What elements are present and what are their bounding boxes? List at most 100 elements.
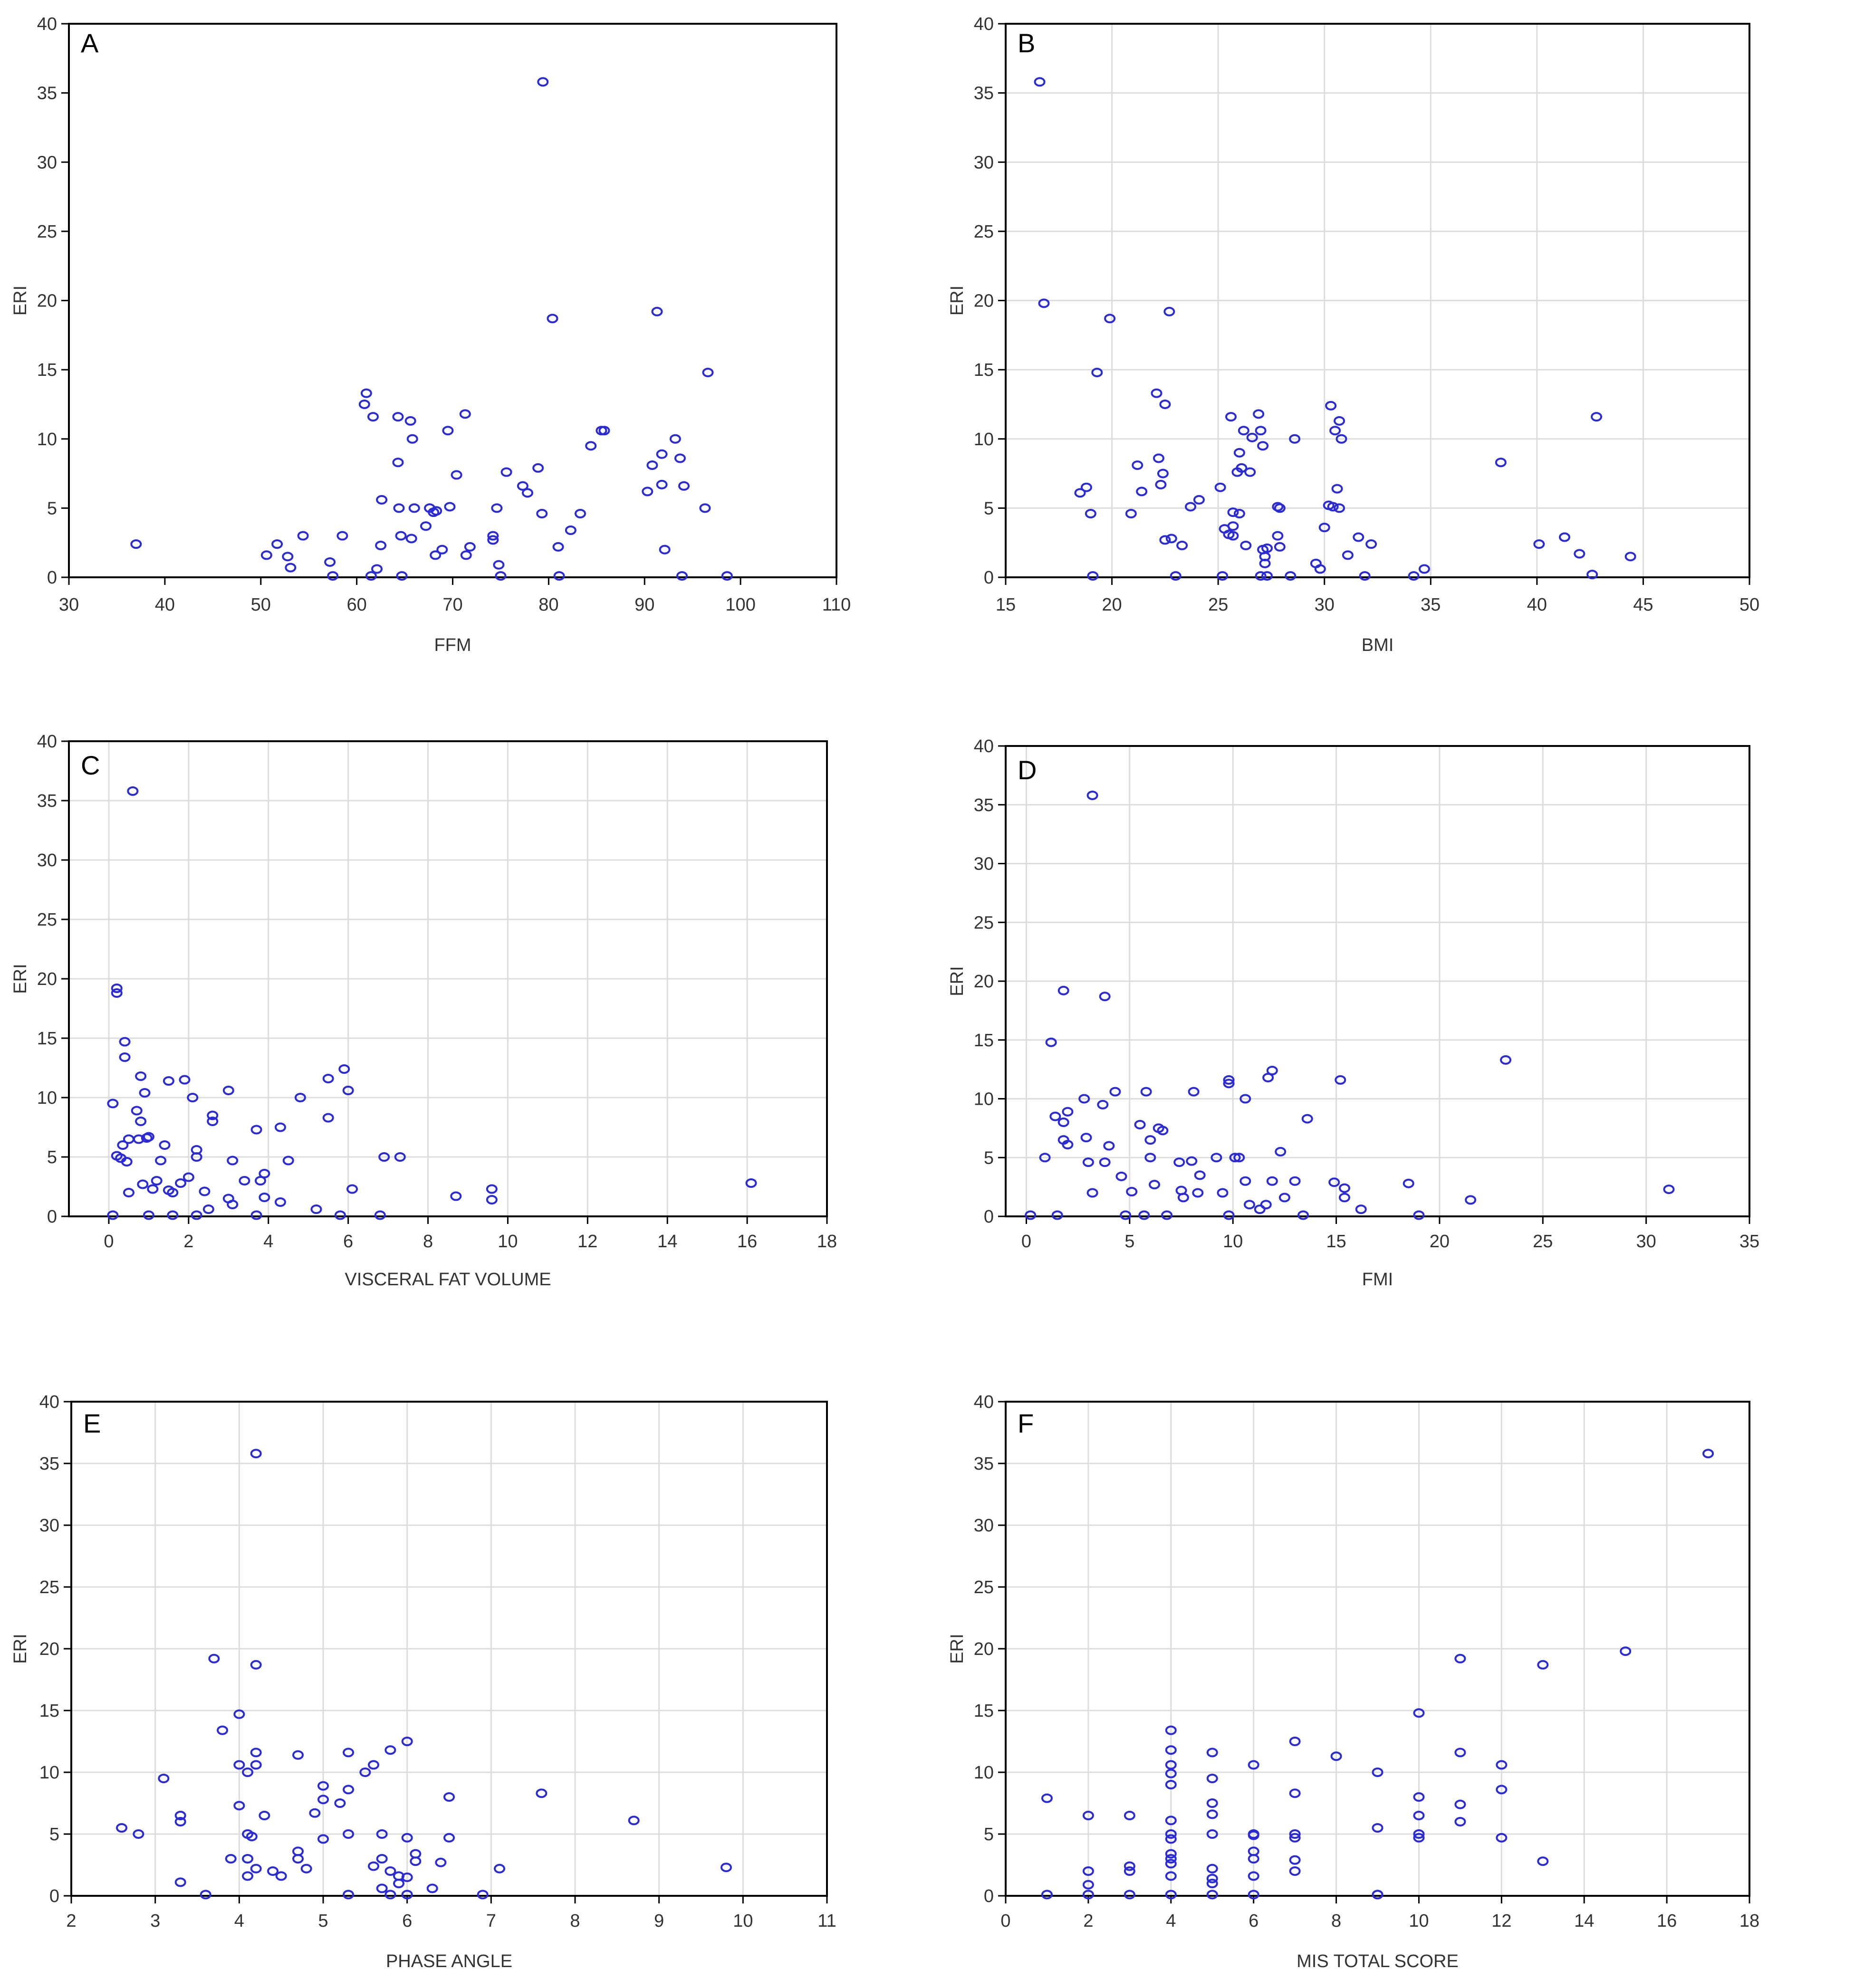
data-point bbox=[227, 1200, 239, 1209]
y-tick-label: 30 bbox=[974, 153, 994, 172]
data-point bbox=[1082, 1880, 1094, 1890]
data-point bbox=[1082, 1890, 1094, 1900]
y-tick-label: 25 bbox=[974, 222, 994, 242]
data-point bbox=[494, 1864, 505, 1873]
data-point bbox=[401, 1833, 413, 1843]
data-point bbox=[1151, 388, 1163, 398]
data-point bbox=[1239, 1176, 1251, 1186]
data-point bbox=[669, 434, 681, 444]
data-point bbox=[1223, 1079, 1235, 1089]
data-point bbox=[1214, 482, 1226, 492]
data-point bbox=[360, 388, 372, 398]
data-point bbox=[1082, 1866, 1094, 1876]
data-point bbox=[300, 1864, 312, 1873]
y-tick-label: 40 bbox=[974, 736, 994, 756]
y-tick-label: 15 bbox=[974, 360, 994, 380]
data-point bbox=[1413, 1829, 1425, 1839]
data-point bbox=[1080, 1133, 1092, 1143]
x-tick-label: 6 bbox=[1249, 1911, 1259, 1931]
data-point bbox=[1074, 488, 1086, 498]
data-point bbox=[1124, 1890, 1135, 1900]
data-point bbox=[1266, 1066, 1278, 1076]
panel-label-b: B bbox=[1018, 28, 1035, 58]
x-tick-label: 6 bbox=[402, 1911, 412, 1931]
x-tick-label: 10 bbox=[1223, 1232, 1243, 1252]
data-point bbox=[1124, 1811, 1135, 1820]
data-point bbox=[405, 534, 417, 544]
y-tick-label: 25 bbox=[974, 913, 994, 933]
data-point bbox=[143, 1210, 154, 1220]
y-tick-label: 0 bbox=[49, 1886, 59, 1906]
data-point bbox=[1136, 487, 1148, 497]
data-point bbox=[174, 1877, 186, 1887]
data-point bbox=[699, 503, 711, 513]
data-point bbox=[1275, 1147, 1287, 1156]
data-point bbox=[275, 1871, 287, 1881]
data-point bbox=[1334, 416, 1345, 426]
data-point bbox=[1338, 1183, 1350, 1193]
data-point bbox=[565, 525, 576, 535]
data-point bbox=[1097, 1099, 1109, 1109]
data-point bbox=[431, 506, 442, 516]
y-tick-label: 40 bbox=[974, 14, 994, 34]
data-point bbox=[1025, 1210, 1037, 1220]
chart-b-svg: 15 20 25 30 35 40 45 50 0 5 10 15 20 25 30 35 40 BMI ERI B bbox=[947, 14, 1759, 655]
data-point bbox=[1082, 1157, 1094, 1167]
x-tick-label: 0 bbox=[104, 1232, 114, 1252]
data-point bbox=[401, 1890, 413, 1900]
x-tick-label: 8 bbox=[570, 1911, 580, 1931]
data-point bbox=[127, 786, 139, 796]
data-point bbox=[1193, 495, 1205, 505]
data-point bbox=[163, 1076, 174, 1086]
data-point bbox=[1301, 1114, 1313, 1124]
data-point bbox=[1325, 401, 1337, 411]
y-tick-label: 0 bbox=[47, 568, 57, 588]
x-tick-label: 0 bbox=[1000, 1911, 1010, 1931]
y-tick-label: 10 bbox=[37, 1088, 57, 1108]
data-point bbox=[1165, 1854, 1177, 1864]
chart-a-svg: 30 40 50 60 70 80 90 100 110 0 5 10 15 20 25 30 35 40 FFM E… bbox=[10, 14, 851, 655]
data-point bbox=[343, 1785, 354, 1795]
data-point bbox=[1413, 1708, 1425, 1718]
chart-c-svg: 0 2 4 6 8 10 12 14 16 18 0 5 10 15 20 25 30 35 40 VISCERAL … bbox=[10, 732, 837, 1290]
data-point bbox=[1620, 1646, 1632, 1656]
data-point bbox=[464, 542, 476, 552]
panel-a: 30 40 50 60 70 80 90 100 110 0 5 10 15 20 25 30 35 40 FFM E… bbox=[0, 0, 932, 694]
data-point bbox=[1229, 1153, 1241, 1163]
data-point bbox=[274, 1197, 286, 1207]
data-point bbox=[1227, 507, 1239, 517]
data-point bbox=[1255, 426, 1267, 436]
data-point bbox=[1289, 1737, 1301, 1746]
data-point bbox=[1353, 532, 1364, 542]
data-point bbox=[392, 412, 404, 422]
data-point bbox=[1039, 1153, 1051, 1163]
data-point bbox=[155, 1156, 167, 1166]
data-point bbox=[384, 1890, 396, 1900]
y-tick-label: 0 bbox=[984, 1886, 994, 1906]
x-tick-label: 12 bbox=[577, 1232, 597, 1252]
x-axis-label-d: FMI bbox=[1362, 1270, 1393, 1290]
data-point bbox=[487, 531, 499, 541]
data-point bbox=[1372, 1768, 1384, 1777]
x-tick-label: 2 bbox=[183, 1232, 193, 1252]
data-point bbox=[233, 1709, 245, 1719]
data-point bbox=[324, 557, 336, 567]
x-tick-label: 5 bbox=[1124, 1232, 1134, 1252]
data-point bbox=[1330, 1751, 1342, 1761]
y-axis-label-b: ERI bbox=[947, 286, 967, 315]
data-point bbox=[393, 503, 405, 513]
data-point bbox=[1289, 1855, 1301, 1865]
x-tick-label: 80 bbox=[538, 595, 558, 615]
data-point bbox=[191, 1210, 202, 1220]
data-point bbox=[1342, 550, 1354, 560]
panel-label-e: E bbox=[83, 1408, 101, 1438]
data-point bbox=[1041, 1890, 1053, 1900]
x-tick-label: 18 bbox=[1739, 1911, 1759, 1931]
data-point bbox=[199, 1186, 211, 1196]
data-point bbox=[1238, 426, 1249, 436]
data-point bbox=[1255, 571, 1267, 581]
data-point bbox=[174, 1811, 186, 1820]
data-point bbox=[376, 1883, 388, 1893]
data-point bbox=[1109, 1087, 1121, 1097]
data-point bbox=[430, 550, 442, 560]
